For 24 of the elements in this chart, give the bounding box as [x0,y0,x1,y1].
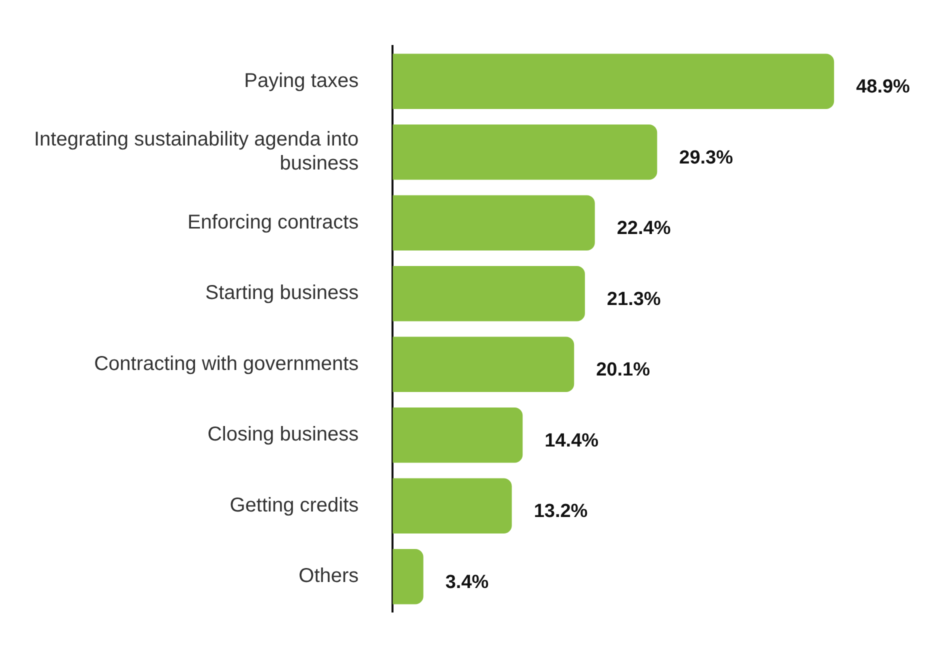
bar [392,549,424,604]
data-label: 3.4% [445,572,489,593]
bar [392,266,585,322]
y-tick-label: Integrating sustainability agenda into business [34,128,359,175]
y-tick-label: Enforcing contracts [187,211,359,234]
data-label: 22.4% [616,218,671,240]
bar [392,336,574,392]
data-label: 48.9% [856,76,910,98]
y-tick-label: Starting business [205,282,359,304]
bar [392,195,595,250]
data-label: 14.4% [544,430,599,452]
y-tick-label: Others [298,565,359,588]
bar [392,124,658,180]
bar [392,54,834,109]
data-label: 13.2% [534,501,588,522]
y-tick-label: Paying taxes [244,70,359,92]
data-label: 29.3% [679,147,734,168]
y-tick-label: Contracting with governments [94,352,359,375]
bar [392,478,512,534]
y-tick-label: Closing business [207,424,359,446]
y-tick-label: Getting credits [230,494,359,516]
data-label: 21.3% [606,288,661,310]
data-label: 20.1% [596,360,650,381]
bar [392,408,523,463]
